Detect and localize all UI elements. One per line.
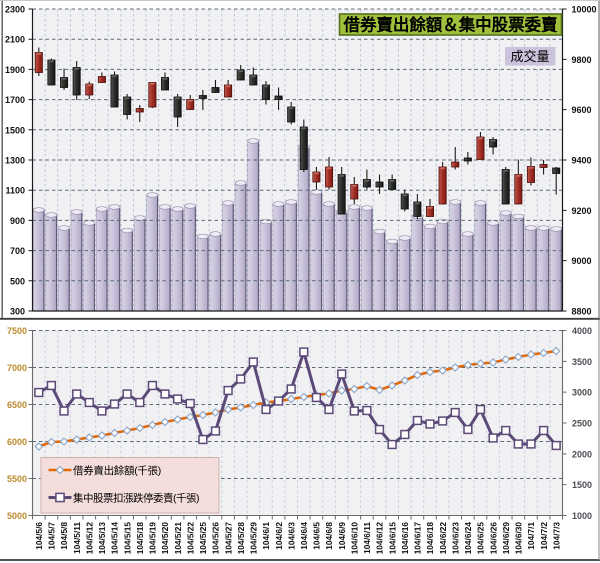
svg-text:104/5/15: 104/5/15 [122, 522, 132, 555]
svg-text:104/5/22: 104/5/22 [185, 522, 195, 555]
svg-text:104/5/29: 104/5/29 [249, 522, 259, 555]
svg-text:1700: 1700 [5, 95, 25, 105]
svg-text:104/6/17: 104/6/17 [413, 522, 423, 555]
svg-text:104/6/25: 104/6/25 [476, 522, 486, 555]
svg-text:集中股票扣漲跌停委賣(千張): 集中股票扣漲跌停委賣(千張) [73, 491, 199, 504]
svg-text:7000: 7000 [7, 363, 27, 373]
svg-text:1100: 1100 [5, 186, 25, 196]
svg-text:900: 900 [10, 216, 25, 226]
svg-text:7500: 7500 [7, 326, 27, 336]
svg-text:104/6/10: 104/6/10 [350, 522, 360, 555]
svg-text:104/6/1: 104/6/1 [261, 522, 271, 550]
svg-text:104/6/9: 104/6/9 [337, 522, 347, 550]
svg-text:9200: 9200 [572, 206, 592, 216]
svg-text:1300: 1300 [5, 156, 25, 166]
svg-text:2100: 2100 [5, 35, 25, 45]
svg-text:104/6/29: 104/6/29 [501, 522, 511, 555]
svg-text:104/5/18: 104/5/18 [135, 522, 145, 555]
svg-text:10000: 10000 [572, 5, 597, 15]
svg-text:104/6/26: 104/6/26 [488, 522, 498, 555]
svg-text:104/5/12: 104/5/12 [85, 522, 95, 555]
svg-text:300: 300 [10, 307, 25, 317]
svg-text:3000: 3000 [572, 388, 592, 398]
svg-text:6000: 6000 [7, 437, 27, 447]
svg-text:104/5/6: 104/5/6 [34, 522, 44, 550]
svg-text:104/5/27: 104/5/27 [223, 522, 233, 555]
svg-text:104/7/2: 104/7/2 [539, 522, 549, 550]
svg-text:104/6/5: 104/6/5 [312, 522, 322, 550]
svg-text:9000: 9000 [572, 256, 592, 266]
svg-text:104/6/18: 104/6/18 [425, 522, 435, 555]
svg-text:104/6/11: 104/6/11 [362, 522, 372, 554]
svg-text:1900: 1900 [5, 65, 25, 75]
svg-text:104/5/13: 104/5/13 [97, 522, 107, 555]
svg-text:700: 700 [10, 246, 25, 256]
svg-text:4000: 4000 [572, 326, 592, 336]
svg-text:9800: 9800 [572, 55, 592, 65]
svg-text:104/5/25: 104/5/25 [198, 522, 208, 555]
svg-text:104/6/3: 104/6/3 [286, 522, 296, 550]
svg-text:104/6/23: 104/6/23 [450, 522, 460, 555]
svg-text:104/5/19: 104/5/19 [148, 522, 158, 555]
svg-text:104/6/8: 104/6/8 [324, 522, 334, 550]
svg-text:9600: 9600 [572, 105, 592, 115]
svg-text:104/6/24: 104/6/24 [463, 522, 473, 555]
svg-text:104/5/28: 104/5/28 [236, 522, 246, 555]
svg-text:104/6/16: 104/6/16 [400, 522, 410, 555]
svg-text:成交量: 成交量 [510, 49, 549, 64]
svg-text:104/5/21: 104/5/21 [173, 522, 183, 555]
svg-text:104/5/11: 104/5/11 [72, 522, 82, 554]
svg-text:1500: 1500 [5, 125, 25, 135]
svg-text:104/5/20: 104/5/20 [160, 522, 170, 555]
svg-text:9400: 9400 [572, 156, 592, 166]
svg-text:2300: 2300 [5, 5, 25, 15]
svg-text:8800: 8800 [572, 307, 592, 317]
svg-text:5000: 5000 [7, 511, 27, 521]
svg-text:1500: 1500 [572, 480, 592, 490]
svg-text:6500: 6500 [7, 400, 27, 410]
svg-text:104/6/15: 104/6/15 [387, 522, 397, 555]
svg-text:104/6/4: 104/6/4 [299, 522, 309, 550]
svg-text:104/6/2: 104/6/2 [274, 522, 284, 550]
svg-text:104/5/8: 104/5/8 [59, 522, 69, 550]
svg-text:104/5/26: 104/5/26 [211, 522, 221, 555]
svg-text:500: 500 [10, 276, 25, 286]
svg-text:104/5/7: 104/5/7 [47, 522, 57, 550]
svg-text:104/7/3: 104/7/3 [551, 522, 561, 550]
svg-text:104/6/30: 104/6/30 [514, 522, 524, 555]
svg-text:104/5/14: 104/5/14 [110, 522, 120, 555]
svg-text:104/6/22: 104/6/22 [438, 522, 448, 555]
svg-text:2500: 2500 [572, 419, 592, 429]
svg-text:2000: 2000 [572, 449, 592, 459]
svg-text:借券賣出餘額(千張): 借券賣出餘額(千張) [73, 464, 161, 477]
svg-text:1000: 1000 [572, 511, 592, 521]
svg-text:3500: 3500 [572, 357, 592, 367]
svg-text:104/7/1: 104/7/1 [526, 522, 536, 550]
svg-text:104/6/12: 104/6/12 [375, 522, 385, 555]
svg-text:借券賣出餘額＆集中股票委賣: 借券賣出餘額＆集中股票委賣 [343, 15, 559, 35]
svg-text:5500: 5500 [7, 474, 27, 484]
